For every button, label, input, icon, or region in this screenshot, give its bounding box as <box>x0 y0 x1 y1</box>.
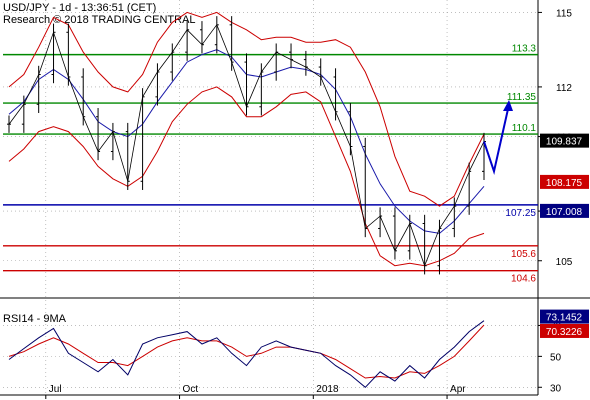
price-tick-label: 112 <box>556 83 572 94</box>
chart-title: USD/JPY - 1d - 13:36:51 (CET) <box>3 2 157 14</box>
price-tag-box <box>540 174 589 189</box>
level-label: 111.35 <box>507 92 537 103</box>
time-tick-label: Oct <box>183 384 199 395</box>
level-label: 113.3 <box>512 44 537 55</box>
bollinger-lower-line <box>8 86 485 267</box>
price-bar <box>259 63 264 116</box>
time-tick-label: Jul <box>49 384 62 395</box>
price-bar <box>378 207 383 238</box>
price-tag-label: 107.008 <box>546 207 583 218</box>
level-label: 110.1 <box>512 123 537 134</box>
time-tick-label: 2018 <box>316 384 339 395</box>
level-label: 107.25 <box>505 208 536 219</box>
price-bar <box>214 16 219 54</box>
rsi-tick-label: 30 <box>550 383 562 394</box>
price-bar <box>110 122 115 161</box>
price-bar <box>36 65 41 113</box>
price-bar <box>289 43 294 69</box>
price-bar <box>392 207 397 260</box>
price-bar <box>467 162 472 215</box>
rsi-tag-label: 73.1452 <box>546 313 583 324</box>
price-bar <box>274 43 279 81</box>
price-tag-box <box>540 133 589 148</box>
price-close-line <box>8 23 485 267</box>
rsi-ma-line <box>8 324 485 379</box>
price-tag-box <box>540 203 589 218</box>
level-label: 105.6 <box>511 249 536 260</box>
rsi-line <box>8 320 485 388</box>
price-bar <box>170 43 175 81</box>
rsi-tick-label: 50 <box>550 352 562 363</box>
price-tick-label: 115 <box>556 8 572 19</box>
price-tick-label: 105 <box>556 257 573 268</box>
level-label: 104.6 <box>511 274 536 285</box>
rsi-tag-box <box>540 309 589 324</box>
price-bar <box>318 58 323 86</box>
projection-arrow <box>483 108 509 176</box>
price-bar <box>482 132 486 181</box>
time-tick-label: Apr <box>450 384 466 395</box>
rsi-title: RSI14 - 9MA <box>3 313 66 325</box>
rsi-tag-label: 70.3226 <box>546 327 583 338</box>
projection-arrowhead <box>503 100 513 112</box>
price-tag-label: 109.837 <box>546 137 583 148</box>
bollinger-upper-line <box>8 11 485 207</box>
price-tag-label: 108.175 <box>546 178 583 189</box>
price-bar <box>199 21 204 54</box>
rsi-tag-box <box>540 323 589 338</box>
